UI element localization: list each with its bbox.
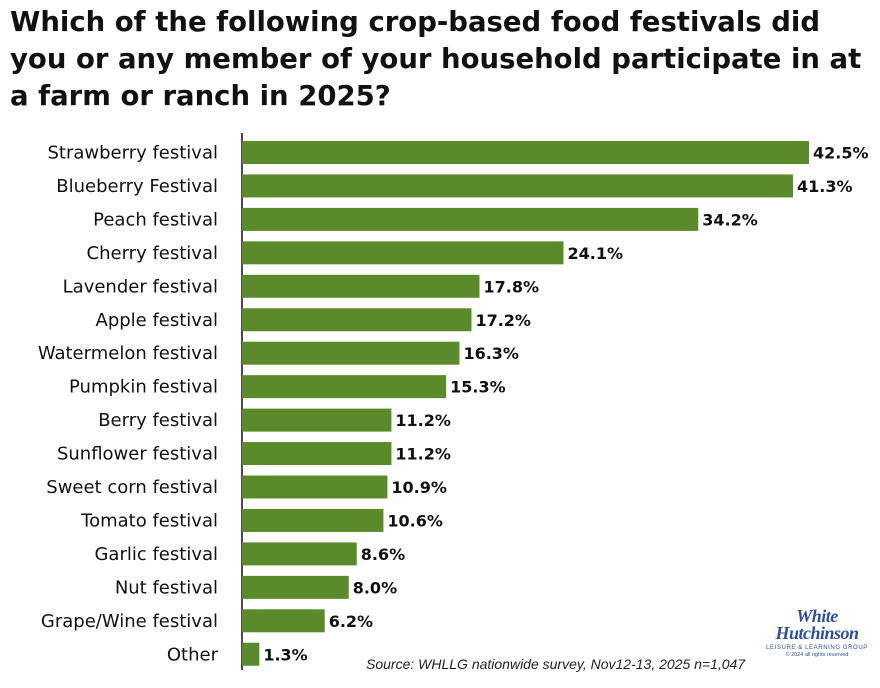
bar	[242, 174, 793, 198]
source-note: Source: WHLLG nationwide survey, Nov12-1…	[366, 656, 746, 672]
bars-layer: Strawberry festival 42.5% Blueberry Festiv…	[38, 133, 869, 670]
logo-copyright: © 2024 all rights reserved	[785, 652, 849, 658]
category-label: Strawberry festival	[47, 143, 218, 164]
bar	[242, 308, 472, 332]
value-label: 41.3%	[797, 177, 853, 196]
value-label: 11.2%	[395, 445, 451, 464]
category-label: Peach festival	[93, 209, 218, 230]
value-label: 8.0%	[353, 578, 397, 597]
value-label: 15.3%	[450, 378, 506, 397]
bar	[242, 609, 325, 633]
bar	[242, 542, 357, 566]
category-label: Pumpkin festival	[69, 377, 218, 398]
bar	[242, 141, 809, 164]
value-label: 42.5%	[813, 144, 869, 163]
logo-line-2: Hutchinson	[775, 623, 859, 643]
category-label: Garlic festival	[94, 544, 218, 565]
value-label: 1.3%	[263, 645, 307, 664]
value-label: 17.8%	[483, 277, 539, 296]
category-label: Tomato festival	[80, 510, 218, 531]
bar	[242, 274, 480, 298]
category-label: Watermelon festival	[38, 343, 218, 364]
category-label: Sunflower festival	[57, 444, 218, 465]
value-label: 11.2%	[395, 411, 451, 430]
value-label: 8.6%	[361, 545, 405, 564]
value-label: 34.2%	[702, 210, 758, 229]
category-label: Sweet corn festival	[46, 477, 218, 498]
category-label: Cherry festival	[87, 243, 218, 264]
value-label: 17.2%	[475, 311, 531, 330]
value-label: 16.3%	[463, 344, 519, 363]
category-label: Grape/Wine festival	[41, 611, 218, 632]
bar	[242, 241, 564, 265]
category-label: Apple festival	[96, 310, 219, 331]
category-label: Nut festival	[115, 577, 218, 598]
category-label: Blueberry Festival	[56, 176, 218, 197]
bar	[242, 475, 388, 499]
bar	[242, 508, 384, 532]
category-label: Other	[167, 644, 219, 665]
bar	[242, 642, 260, 666]
value-label: 10.6%	[387, 511, 443, 530]
chart-title: Which of the following crop-based food f…	[10, 6, 862, 112]
value-label: 6.2%	[329, 612, 373, 631]
bar	[242, 442, 392, 466]
category-label: Lavender festival	[63, 276, 218, 297]
logo-tagline: LEISURE & LEARNING GROUP	[766, 645, 868, 651]
category-label: Berry festival	[98, 410, 218, 431]
bar	[242, 408, 392, 432]
value-label: 24.1%	[568, 244, 624, 263]
value-label: 10.9%	[391, 478, 447, 497]
bar	[242, 341, 460, 365]
bar	[242, 375, 447, 399]
bar	[242, 575, 349, 599]
bar	[242, 207, 699, 231]
company-logo: White Hutchinson LEISURE & LEARNING GROU…	[758, 606, 876, 676]
logo-line-1: White	[796, 606, 838, 626]
